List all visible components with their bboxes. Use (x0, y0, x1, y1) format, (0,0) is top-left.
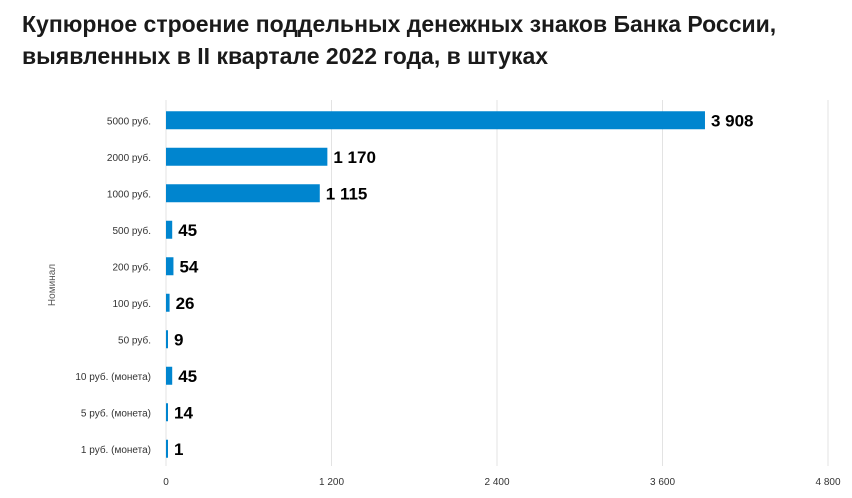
data-label: 1 170 (333, 148, 376, 167)
category-label: 2000 руб. (107, 152, 151, 164)
x-tick-label: 1 200 (319, 477, 344, 488)
data-label: 3 908 (711, 111, 754, 130)
x-tick-label: 4 800 (815, 477, 840, 488)
bar (166, 439, 168, 458)
x-tick-label: 3 600 (650, 477, 675, 488)
category-label: 10 руб. (монета) (75, 371, 151, 383)
bar (166, 257, 174, 276)
bar (166, 220, 173, 239)
data-label: 45 (178, 367, 197, 386)
data-label: 1 115 (326, 184, 368, 203)
bar (166, 403, 168, 422)
x-tick-label: 2 400 (484, 477, 509, 488)
category-label: 200 руб. (112, 261, 151, 273)
category-label: 100 руб. (112, 298, 151, 310)
data-label: 1 (174, 440, 183, 459)
data-label: 45 (178, 221, 197, 240)
category-label: 1 руб. (монета) (81, 444, 151, 456)
bars (166, 111, 705, 458)
data-label: 26 (176, 294, 195, 313)
bar (166, 366, 173, 385)
category-label: 500 руб. (112, 225, 151, 237)
bar (166, 111, 705, 130)
category-label: 5 руб. (монета) (81, 407, 151, 419)
x-tick-label: 0 (163, 477, 169, 488)
data-label: 54 (179, 257, 198, 276)
chart-title: Купюрное строение поддельных денежных зн… (22, 11, 777, 69)
bar (166, 147, 328, 166)
y-axis-label: Номинал (47, 264, 58, 306)
bar (166, 293, 170, 312)
data-label: 14 (174, 403, 193, 422)
category-label: 50 руб. (118, 334, 151, 346)
category-label: 5000 руб. (107, 115, 151, 127)
bar (166, 330, 168, 349)
data-labels: 3 908 1 170 1 115 45 54 26 9 45 14 1 (174, 111, 754, 459)
category-labels: 5000 руб. 2000 руб. 1000 руб. 500 руб. 200 р… (75, 115, 151, 456)
bar (166, 184, 320, 203)
data-label: 9 (174, 330, 183, 349)
category-label: 1000 руб. (107, 188, 151, 200)
x-tick-labels: 0 1 200 2 400 3 600 4 800 (163, 477, 841, 488)
